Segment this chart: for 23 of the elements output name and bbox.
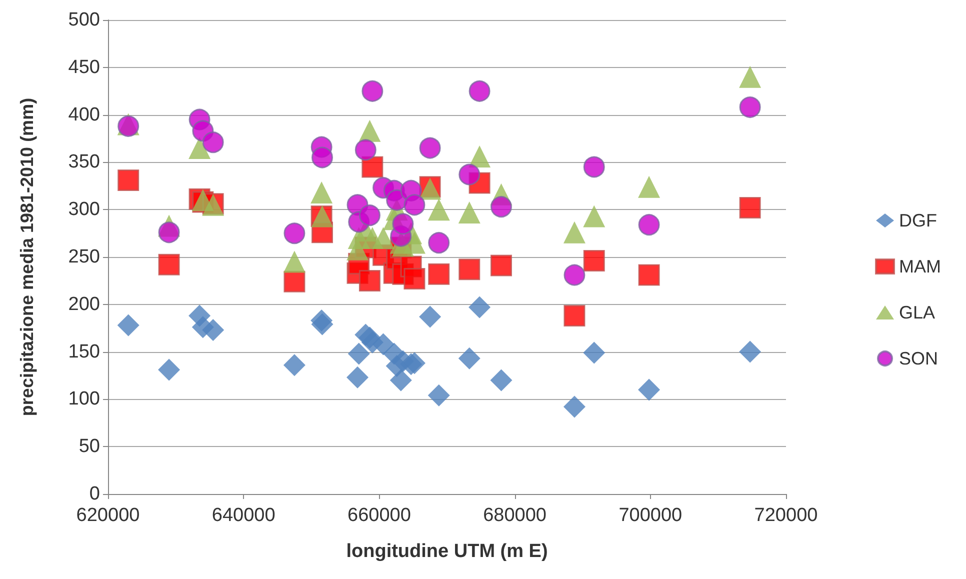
y-tick-label: 300 xyxy=(68,199,100,220)
y-tick-label: 250 xyxy=(68,246,100,268)
y-tick-label: 100 xyxy=(68,388,100,410)
y-tick-label: 500 xyxy=(68,10,100,30)
x-tick-label: 720000 xyxy=(754,505,818,526)
x-tick-label: 640000 xyxy=(212,505,276,526)
x-tick-label: 620000 xyxy=(76,505,140,526)
y-tick-label: 0 xyxy=(89,484,100,504)
y-tick-label: 200 xyxy=(68,294,100,315)
legend-label: SON xyxy=(899,348,938,368)
y-tick-label: 150 xyxy=(68,341,100,362)
y-tick-label: 450 xyxy=(68,56,100,78)
y-tick-label: 400 xyxy=(68,104,100,126)
y-tick-label: 50 xyxy=(78,436,100,458)
x-tick-label: 680000 xyxy=(483,505,547,526)
y-axis-title: precipitazione media 1981-2010 (mm) xyxy=(17,98,37,416)
legend-label: GLA xyxy=(899,302,936,322)
x-axis-title: longitudine UTM (m E) xyxy=(346,541,548,562)
x-tick-label: 660000 xyxy=(347,505,411,526)
legend-label: MAM xyxy=(899,256,942,276)
legend-label: DGF xyxy=(899,210,938,230)
x-tick-label: 700000 xyxy=(618,505,682,526)
y-tick-label: 350 xyxy=(68,152,100,173)
